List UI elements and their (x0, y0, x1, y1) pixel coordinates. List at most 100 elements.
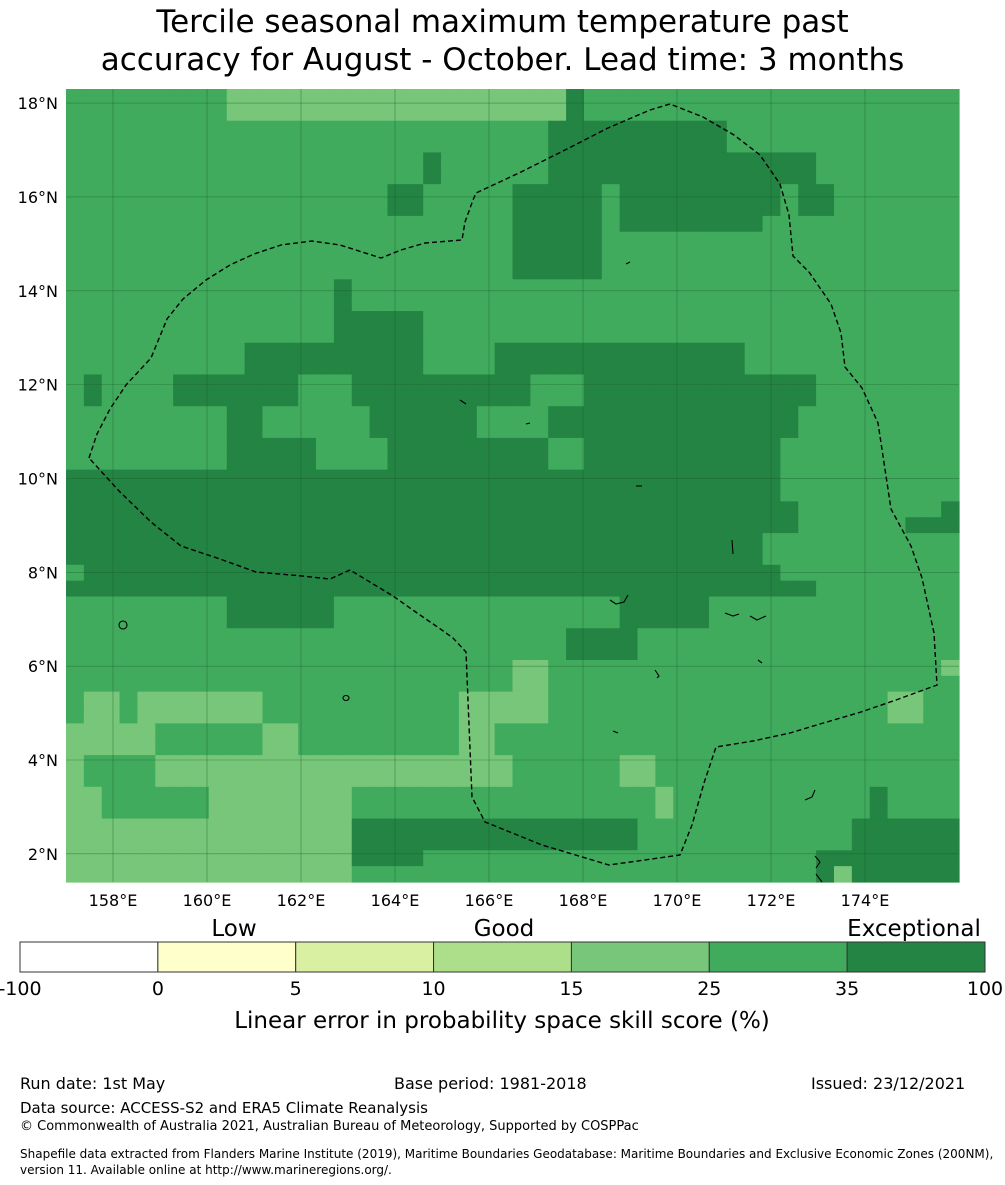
colorbar-swatches (19, 941, 986, 973)
grid-cell (762, 279, 781, 296)
grid-cell (941, 834, 960, 851)
grid-cell (423, 358, 442, 376)
grid-cell (869, 770, 889, 788)
grid-cell (387, 358, 406, 376)
grid-cell (119, 200, 139, 217)
grid-cell (744, 247, 764, 265)
grid-cell (173, 168, 192, 185)
grid-cell (155, 326, 174, 344)
grid-cell (387, 707, 406, 724)
grid-cell (441, 422, 460, 439)
grid-cell (726, 422, 746, 439)
grid-cell (637, 548, 656, 566)
colorbar-header-exceptional: Exceptional (847, 916, 981, 942)
grid-cell (726, 247, 746, 265)
grid-cell (137, 326, 156, 344)
grid-cell (369, 644, 389, 661)
grid-cell (351, 755, 371, 772)
grid-cell (691, 517, 710, 534)
grid-cell (280, 691, 299, 709)
grid-cell (387, 184, 406, 201)
grid-cell (887, 659, 907, 677)
grid-cell (83, 755, 103, 772)
island (654, 669, 660, 679)
grid-cell (619, 311, 639, 328)
grid-cell (655, 247, 674, 265)
grid-cell (566, 548, 585, 566)
grid-cell (351, 707, 371, 724)
grid-cell (333, 231, 353, 249)
grid-cell (280, 755, 299, 772)
grid-cell (423, 770, 442, 788)
grid-cell (583, 247, 603, 265)
grid-cell (673, 152, 692, 169)
grid-cell (83, 104, 103, 122)
grid-cell (833, 628, 853, 645)
grid-cell (369, 834, 389, 851)
grid-cell (798, 168, 817, 185)
grid-cell (762, 200, 781, 217)
grid-cell (441, 675, 460, 693)
grid-cell (423, 866, 442, 883)
grid-cell (333, 834, 353, 851)
grid-cell (583, 675, 603, 693)
grid-cell (762, 755, 781, 772)
grid-cell (83, 263, 103, 280)
grid-cell (333, 580, 353, 598)
grid-cell (191, 437, 210, 455)
grid-cell (119, 89, 139, 106)
grid-cell (101, 612, 121, 629)
grid-cell (316, 564, 335, 582)
grid-cell (458, 136, 478, 154)
grid-cell (441, 469, 460, 487)
grid-cell (941, 152, 960, 169)
latitude-label: 2°N (28, 845, 58, 864)
grid-cell (691, 501, 710, 518)
grid-cell (351, 485, 371, 502)
grid-cell (226, 279, 246, 296)
grid-cell (762, 485, 781, 502)
grid-cell (173, 311, 192, 328)
grid-cell (137, 659, 156, 677)
grid-cell (298, 834, 317, 851)
grid-cell (280, 390, 299, 407)
grid-cell (691, 675, 710, 693)
grid-cell (744, 469, 764, 487)
grid-cell (566, 739, 585, 756)
grid-cell (494, 469, 514, 487)
grid-cell (208, 231, 228, 249)
grid-cell (744, 644, 764, 661)
grid-cell (566, 374, 585, 391)
grid-cell (66, 723, 85, 740)
grid-cell (405, 469, 424, 487)
grid-cell (530, 723, 549, 740)
grid-cell (905, 437, 924, 455)
grid-cell (762, 739, 781, 756)
grid-cell (423, 422, 442, 439)
grid-cell (262, 755, 281, 772)
grid-cell (351, 358, 371, 376)
grid-cell (691, 200, 710, 217)
grid-cell (387, 501, 406, 518)
grid-cell (137, 89, 156, 106)
colorbar-swatch (846, 941, 986, 973)
grid-cell (923, 517, 942, 534)
grid-cell (816, 342, 835, 360)
grid-cell (512, 152, 531, 169)
grid-cell (691, 612, 710, 629)
grid-cell (244, 152, 264, 169)
grid-cell (494, 184, 514, 201)
grid-cell (691, 390, 710, 407)
grid-cell (655, 501, 674, 518)
grid-cell (762, 802, 781, 820)
grid-cell (119, 152, 139, 169)
grid-cell (155, 89, 174, 106)
grid-cell (333, 501, 353, 518)
grid-cell (173, 152, 192, 169)
grid-cell (512, 485, 531, 502)
grid-cell (708, 517, 728, 534)
grid-cell (530, 247, 549, 265)
grid-cell (66, 342, 85, 360)
grid-cell (548, 644, 567, 661)
grid-cell (673, 358, 692, 376)
